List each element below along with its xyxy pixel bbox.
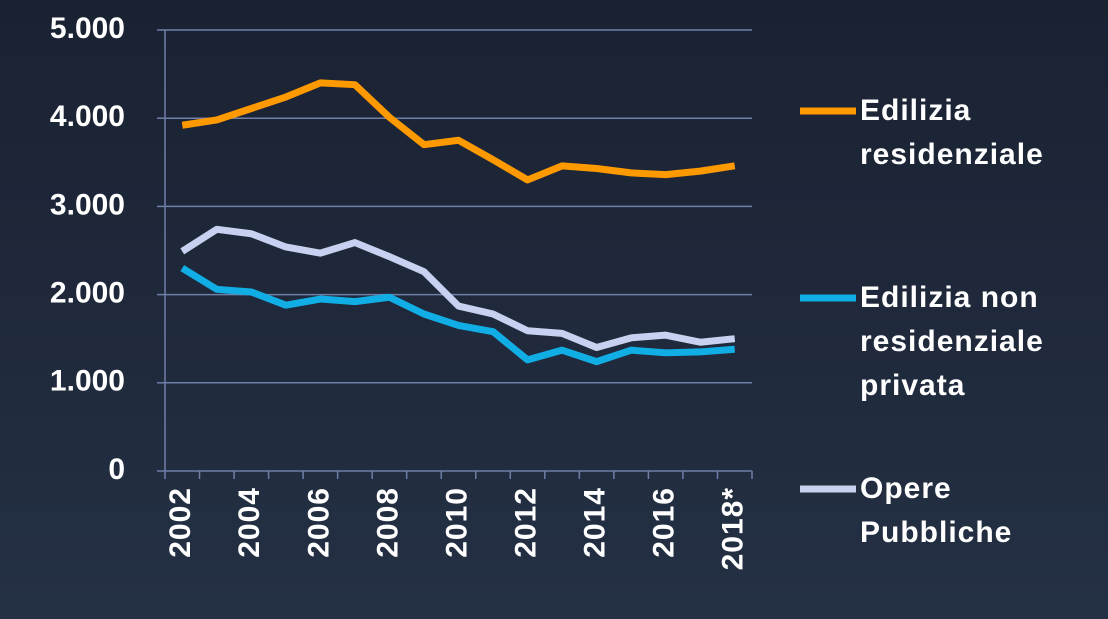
x-tick-label: 2008 <box>371 487 404 558</box>
legend-label: Edilizia non residenziale privata <box>860 281 1044 402</box>
series-line <box>180 225 736 352</box>
y-tick-label: 5.000 <box>50 12 125 45</box>
x-tick-label: 2002 <box>164 487 197 558</box>
x-tick-label: 2004 <box>233 487 266 558</box>
y-tick-label: 2.000 <box>50 277 125 310</box>
legend-label: Edilizia residenziale <box>860 94 1044 171</box>
x-tick-label: 2012 <box>509 487 542 558</box>
y-tick-label: 1.000 <box>50 365 125 398</box>
x-tick-label: 2014 <box>579 487 612 558</box>
x-tick-label: 2018* <box>717 487 750 570</box>
y-tick-label: 0 <box>108 453 125 486</box>
y-tick-label: 4.000 <box>50 100 125 133</box>
series-line <box>181 79 736 184</box>
x-tick-label: 2016 <box>648 487 681 558</box>
series-line <box>180 265 736 366</box>
x-tick-label: 2010 <box>440 487 473 558</box>
y-tick-label: 3.000 <box>50 188 125 221</box>
x-tick-label: 2006 <box>302 487 335 558</box>
legend-label: Opere Pubbliche <box>860 472 1013 549</box>
